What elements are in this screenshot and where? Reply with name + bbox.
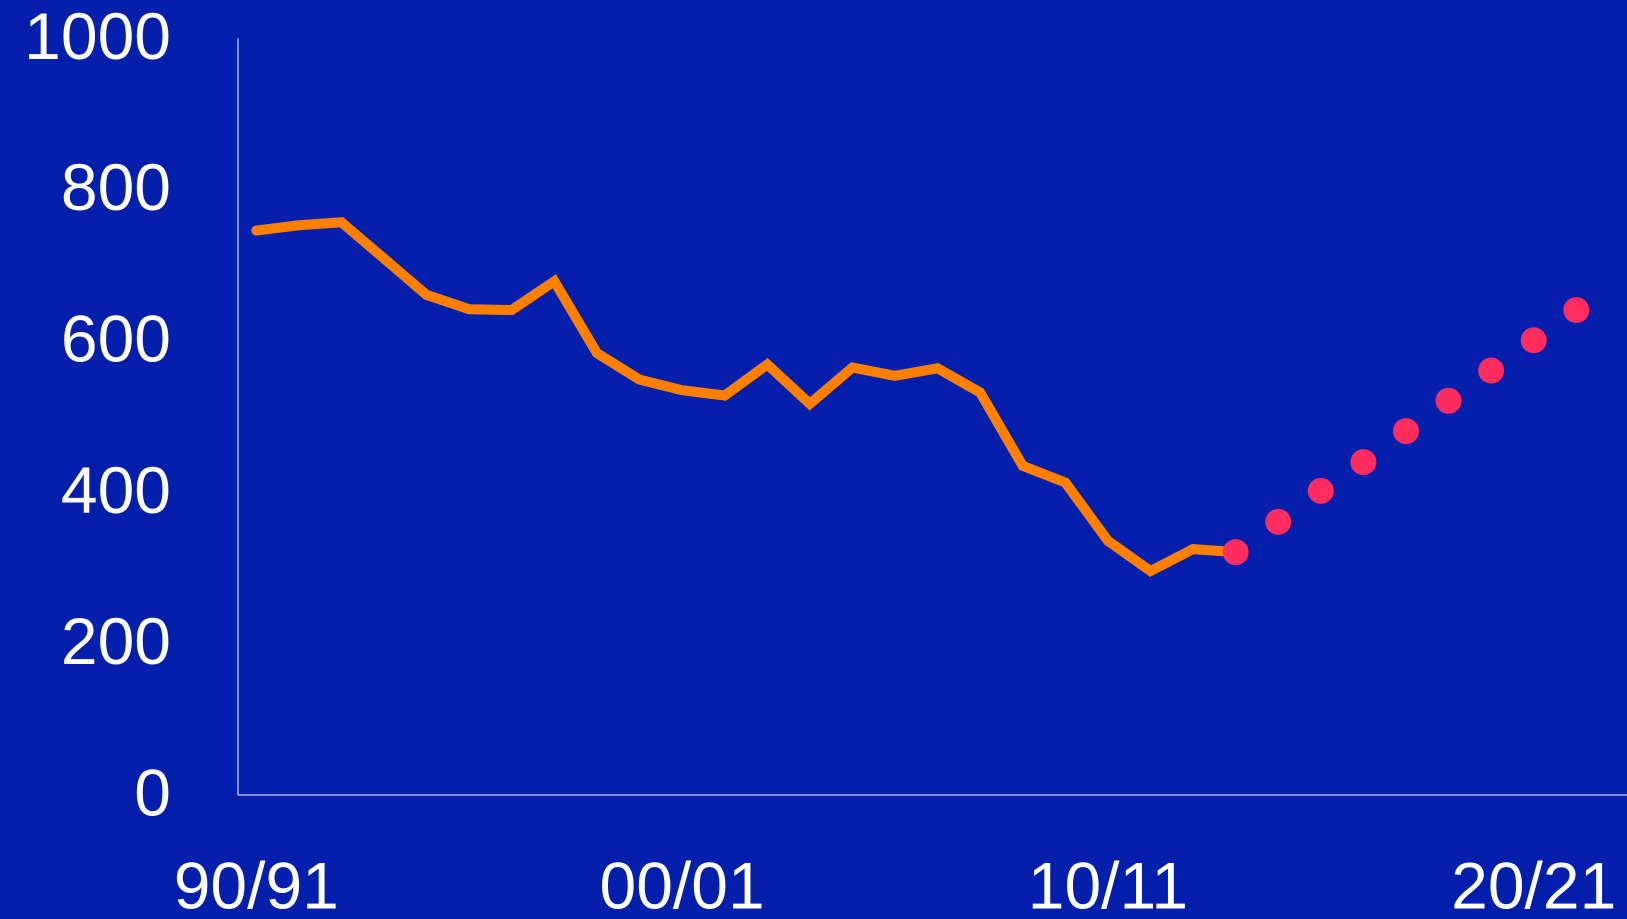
- y-tick-label: 400: [61, 453, 171, 527]
- line: [251, 217, 1241, 577]
- marker: [1307, 477, 1334, 504]
- marker: [1350, 449, 1377, 476]
- marker: [1392, 418, 1419, 445]
- x-tick-label: 10/11: [1028, 848, 1188, 919]
- y-tick-label: 0: [134, 755, 171, 829]
- x-tick-label: 20/21: [1451, 848, 1616, 919]
- y-tick-label: 800: [61, 150, 171, 224]
- marker: [1435, 387, 1462, 414]
- marker: [1520, 327, 1547, 354]
- marker: [1478, 357, 1505, 384]
- y-tick-label: 200: [61, 604, 171, 678]
- marker: [1265, 508, 1292, 535]
- x-tick-label: 00/01: [600, 848, 765, 919]
- y-tick-label: 600: [61, 301, 171, 375]
- y-tick-label: 1000: [24, 0, 171, 73]
- marker: [1563, 297, 1590, 324]
- x-tick-label: 90/91: [174, 848, 339, 919]
- marker: [1222, 539, 1249, 566]
